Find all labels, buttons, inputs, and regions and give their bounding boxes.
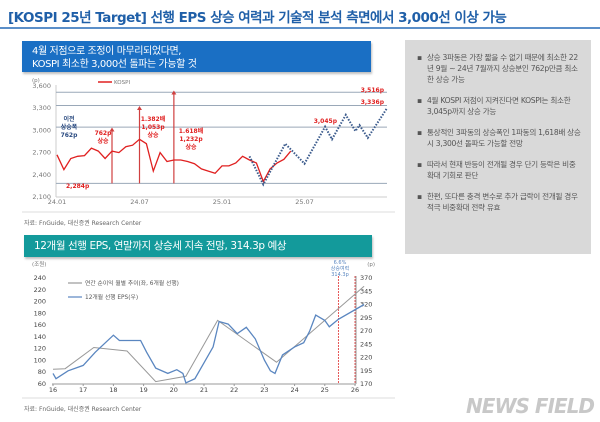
left-tick-label: 140 — [34, 333, 46, 341]
y-tick-label: 3,300 — [32, 104, 51, 112]
x-tick-label: 23 — [260, 386, 268, 394]
upside-label: 314.3p — [331, 272, 349, 278]
x-tick-label: 17 — [79, 386, 87, 394]
section2-header: 12개월 선행 EPS, 연말까지 상승세 지속 전망, 314.3p 예상 — [24, 235, 372, 257]
left-tick-label: 160 — [34, 321, 46, 329]
x-tick-label: 25.01 — [213, 198, 232, 206]
target-label: 3,045p — [314, 118, 338, 125]
commentary-panel: ▪ 상승 3파동은 가장 짧을 수 없기 때문에 최소한 22년 9월 ~ 24년… — [405, 40, 591, 254]
watermark: NEWS FIELD — [466, 394, 595, 418]
x-tick-label: 24.07 — [130, 198, 149, 206]
profit-line — [52, 285, 365, 383]
x-tick-label: 21 — [200, 386, 208, 394]
y-tick-label: 3,600 — [32, 82, 51, 90]
y-tick-label: 2,100 — [32, 193, 51, 201]
projection-line — [248, 107, 388, 187]
right-tick-label: 345 — [360, 287, 372, 295]
right-tick-label: 245 — [360, 340, 372, 348]
right-tick-label: 370 — [360, 274, 372, 282]
legend-label: KOSPI — [114, 80, 130, 86]
bullet-text: 따라서 현재 반등이 전개될 경우 단기 등락은 비중확대 기회로 판단 — [427, 160, 576, 180]
bullet-text: 상승 3파동은 가장 짧을 수 없기 때문에 최소한 22년 9월 ~ 24년 … — [427, 53, 578, 84]
arrow-head — [137, 105, 142, 110]
right-unit-label: (p) — [367, 262, 375, 268]
target-label: 3,516p — [361, 87, 385, 94]
section1-header-line2: KOSPI 최소한 3,000선 돌파는 가능할 것 — [32, 59, 197, 70]
y-tick-label: 2,700 — [32, 149, 51, 157]
rise-label: 1.382배 — [141, 115, 166, 123]
left-tick-label: 120 — [34, 345, 46, 353]
left-unit-label: (조원) — [32, 260, 46, 268]
right-tick-label: 320 — [360, 301, 372, 309]
rise-label: 1,053p — [141, 124, 165, 131]
bullet-text: 4월 KOSPI 저점이 지켜진다면 KOSPI는 최소한 3,045p까지 상… — [427, 96, 571, 116]
x-tick-label: 26 — [351, 386, 359, 394]
arrow-head — [109, 127, 115, 132]
title-divider — [0, 27, 600, 29]
x-tick-label: 20 — [170, 386, 178, 394]
right-tick-label: 220 — [360, 354, 372, 362]
target-label: 3,336p — [361, 99, 385, 106]
left-tick-label: 200 — [34, 298, 46, 306]
rise-label: 상승 — [185, 143, 197, 151]
low-label: 2,284p — [66, 183, 90, 190]
prev-rise-label: 이전 — [63, 115, 75, 123]
right-tick-label: 270 — [360, 327, 372, 335]
prev-rise-label: 상승폭 — [61, 123, 78, 131]
x-tick-label: 25 — [321, 386, 329, 394]
y-tick-label: 3,000 — [32, 126, 51, 134]
x-tick-label: 24 — [290, 386, 298, 394]
section1-header: 4월 저점으로 조정이 마무리되었다면, KOSPI 최소한 3,000선 돌파… — [22, 41, 371, 72]
legend-label: 12개월 선행 EPS(우) — [85, 293, 138, 301]
bullet: ▪ 따라서 현재 반등이 전개될 경우 단기 등락은 비중확대 기회로 판단 — [417, 159, 581, 181]
rise-label: 상승 — [147, 131, 159, 139]
eps-line — [52, 303, 365, 384]
right-tick-label: 170 — [360, 380, 372, 388]
upside-label: 6.6% — [334, 260, 347, 266]
right-tick-label: 295 — [360, 314, 372, 322]
bullet-text: 통상적인 3파동의 상승폭인 1파동의 1,618배 상승시 3,300선 돌파… — [427, 128, 581, 148]
left-tick-label: 220 — [34, 286, 46, 294]
bullet: ▪ 상승 3파동은 가장 짧을 수 없기 때문에 최소한 22년 9월 ~ 24년… — [417, 52, 581, 85]
right-tick-label: 195 — [360, 367, 372, 375]
left-tick-label: 100 — [34, 356, 46, 364]
prev-rise-label: 762p — [61, 132, 79, 139]
section1-source: 자료: FnGuide, 대신증권 Research Center — [24, 220, 142, 227]
rise-label: 762p — [95, 130, 113, 137]
bullet: ▪ 통상적인 3파동의 상승폭인 1파동의 1,618배 상승시 3,300선 돌… — [417, 128, 581, 148]
page-title: [KOSPI 25년 Target] 선행 EPS 상승 여력과 기술적 분석 … — [8, 10, 507, 26]
x-tick-label: 25.07 — [295, 198, 314, 206]
bullet: ▪ 4월 KOSPI 저점이 지켜진다면 KOSPI는 최소한 3,045p까지 … — [417, 95, 581, 117]
y-tick-label: 2,400 — [32, 171, 51, 179]
bullet: ▪ 한편, 또다른 충격 변수로 추가 급락이 전개될 경우 적극 비중확대 전략… — [417, 191, 581, 213]
upside-label: 상승여력 — [331, 265, 349, 272]
left-tick-label: 240 — [34, 274, 46, 282]
rise-label: 상승 — [97, 137, 109, 145]
bullet-text: 한편, 또다른 충격 변수로 추가 급락이 전개될 경우 적극 비중확대 전략 … — [427, 192, 578, 212]
x-tick-label: 22 — [230, 386, 238, 394]
rise-label: 1.618배 — [179, 127, 204, 135]
x-tick-label: 24.01 — [48, 198, 67, 206]
section1-header-line1: 4월 저점으로 조정이 마무리되었다면, — [32, 46, 182, 57]
rise-label: 1,232p — [179, 136, 203, 143]
legend-label: 연간 순이익 월별 추이(좌, 6개월 선행) — [85, 279, 179, 287]
x-tick-label: 18 — [109, 386, 117, 394]
x-tick-label: 19 — [139, 386, 147, 394]
left-tick-label: 80 — [38, 368, 46, 376]
kospi-line — [56, 138, 292, 184]
left-tick-label: 180 — [34, 309, 46, 317]
x-tick-label: 16 — [49, 386, 57, 394]
section2-source: 자료: FnGuide, 대신증권 Research Center — [24, 406, 142, 413]
y-unit-label: (p) — [32, 78, 40, 84]
arrow-head — [171, 90, 177, 95]
left-tick-label: 60 — [38, 380, 46, 388]
